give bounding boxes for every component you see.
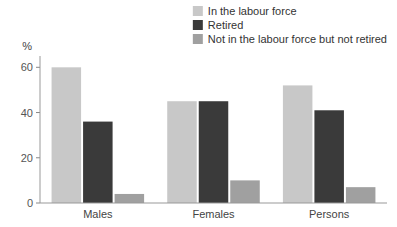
y-axis-label: % — [22, 40, 32, 52]
x-axis-line — [40, 203, 387, 204]
bar — [346, 187, 376, 203]
legend-label: In the labour force — [208, 5, 297, 17]
y-tick — [36, 67, 40, 68]
legend-label: Not in the labour force but not retired — [208, 33, 387, 45]
bar — [115, 194, 145, 203]
y-axis-line — [40, 56, 41, 203]
y-tick — [36, 203, 40, 204]
bars — [52, 67, 376, 203]
bar — [199, 101, 229, 203]
bar — [230, 180, 260, 203]
y-tick-label: 0 — [27, 197, 33, 209]
bar — [83, 122, 113, 203]
x-tick-label: Males — [83, 208, 113, 220]
legend-label: Retired — [208, 19, 243, 31]
y-tick — [36, 157, 40, 158]
chart-container: In the labour force Retired Not in the lab… — [0, 0, 397, 227]
bar — [52, 67, 82, 203]
legend-swatch — [193, 20, 203, 30]
bar — [283, 85, 313, 203]
bar — [314, 110, 344, 203]
legend: In the labour force Retired Not in the lab… — [193, 5, 387, 45]
x-tick-label: Females — [192, 208, 235, 220]
legend-swatch — [193, 6, 203, 16]
y-tick-label: 40 — [21, 107, 33, 119]
y-tick-label: 20 — [21, 152, 33, 164]
chart: In the labour force Retired Not in the lab… — [0, 0, 397, 227]
bar — [167, 101, 197, 203]
y-axis: 0 20 40 60 — [21, 61, 40, 209]
y-tick — [36, 112, 40, 113]
legend-swatch — [193, 34, 203, 44]
x-tick-label: Persons — [309, 208, 350, 220]
y-tick-label: 60 — [21, 61, 33, 73]
